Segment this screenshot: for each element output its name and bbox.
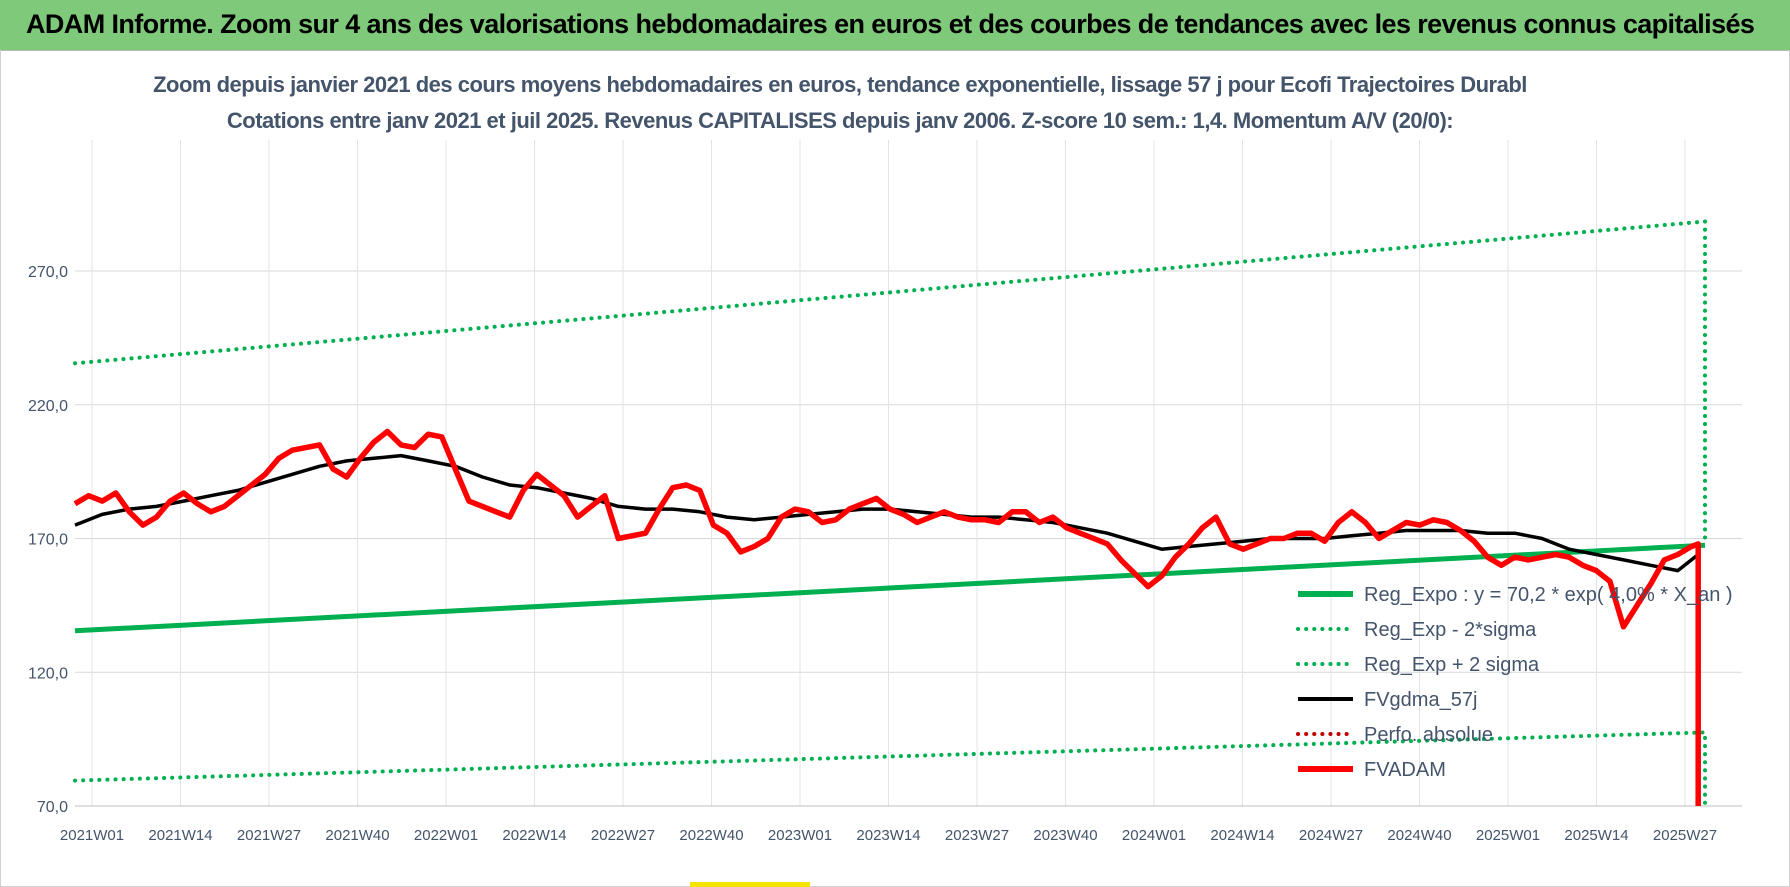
series-line-2 — [73, 219, 1707, 541]
series-line-3 — [74, 453, 1700, 573]
y-tick-label: 170,0 — [28, 532, 68, 549]
x-tick-label: 2023W01 — [768, 827, 832, 844]
y-tick-label: 70,0 — [37, 799, 68, 816]
x-tick-label: 2022W14 — [502, 827, 566, 844]
chart-subtitle: Cotations entre janv 2021 et juil 2025. … — [226, 108, 1454, 133]
x-tick-label: 2023W14 — [856, 827, 920, 844]
series-line-5 — [73, 428, 1701, 806]
x-tick-label: 2023W40 — [1033, 827, 1097, 844]
legend-label-5: FVADAM — [1364, 759, 1446, 781]
x-tick-label: 2023W27 — [945, 827, 1009, 844]
y-axis-ticks: 70,0 120,0 170,0 220,0 270,0 — [28, 264, 68, 816]
banner-title: ADAM Informe. Zoom sur 4 ans des valoris… — [26, 9, 1755, 39]
chart-title: Zoom depuis janvier 2021 des cours moyen… — [153, 72, 1527, 97]
legend-label-2: Reg_Exp + 2 sigma — [1364, 654, 1540, 676]
x-tick-label: 2021W27 — [237, 827, 301, 844]
x-tick-label: 2024W01 — [1122, 827, 1186, 844]
x-tick-label: 2022W40 — [679, 827, 743, 844]
y-tick-label: 220,0 — [28, 398, 68, 415]
x-tick-label: 2024W40 — [1387, 827, 1451, 844]
x-tick-label: 2024W14 — [1210, 827, 1274, 844]
y-tick-label: 120,0 — [28, 665, 68, 682]
legend-label-1: Reg_Exp - 2*sigma — [1364, 619, 1537, 641]
x-axis-ticks: 2021W01 2021W14 2021W27 2021W40 2022W01 2022W… — [60, 827, 1717, 844]
legend-label-4: Perfo. absolue — [1364, 724, 1493, 746]
series-line-1 — [73, 730, 1707, 808]
x-tick-label: 2021W14 — [148, 827, 212, 844]
x-tick-label: 2021W40 — [325, 827, 389, 844]
bottom-highlight-mark — [690, 882, 810, 887]
x-tick-label: 2022W01 — [414, 827, 478, 844]
x-tick-label: 2025W01 — [1476, 827, 1540, 844]
legend: Reg_Expo : y = 70,2 * exp( 4,0% * X_an )… — [1296, 584, 1733, 781]
banner: ADAM Informe. Zoom sur 4 ans des valoris… — [0, 0, 1790, 51]
series-lines — [73, 219, 1707, 808]
y-tick-label: 270,0 — [28, 264, 68, 281]
x-tick-label: 2024W27 — [1299, 827, 1363, 844]
legend-label-0: Reg_Expo : y = 70,2 * exp( 4,0% * X_an ) — [1364, 584, 1733, 606]
x-tick-label: 2025W27 — [1653, 827, 1717, 844]
x-tick-label: 2025W14 — [1564, 827, 1628, 844]
legend-label-3: FVgdma_57j — [1364, 689, 1477, 711]
x-tick-label: 2021W01 — [60, 827, 124, 844]
series-line-0 — [74, 542, 1706, 634]
grid-lines — [75, 140, 1742, 807]
x-tick-label: 2022W27 — [591, 827, 655, 844]
